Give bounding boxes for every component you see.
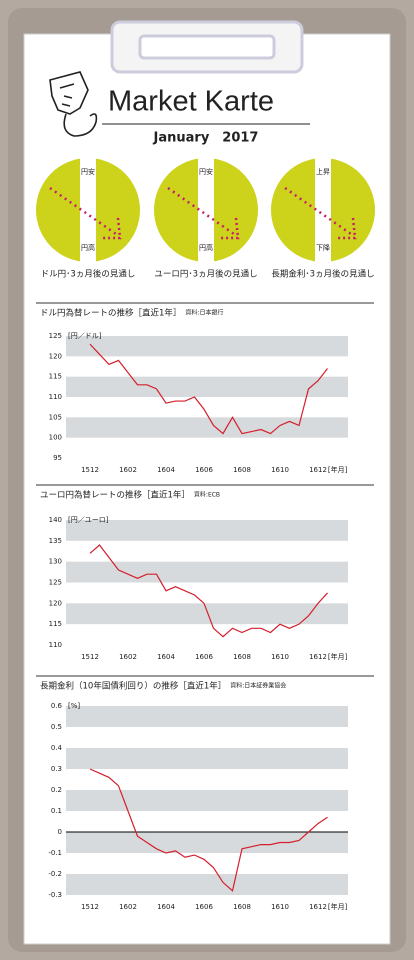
x-tick-label: 1610 bbox=[271, 653, 289, 661]
x-tick-label: 1606 bbox=[195, 903, 213, 911]
x-tick-label: 1602 bbox=[119, 653, 137, 661]
y-tick-label: -0.3 bbox=[48, 891, 62, 899]
y-tick-label: 120 bbox=[49, 352, 62, 360]
dial-caption: 長期金利･3ヵ月後の見通し bbox=[271, 269, 374, 280]
x-tick-label: 1612 bbox=[309, 466, 327, 474]
x-tick-label: 1512 bbox=[81, 653, 99, 661]
charts: ドル円為替レートの推移［直近1年］ 資料:日本銀行 125 120 115 110 105 1… bbox=[36, 302, 374, 911]
y-tick-label: -0.1 bbox=[48, 849, 62, 857]
x-tick-label: 1512 bbox=[81, 466, 99, 474]
dial-bottom: 円高 bbox=[199, 243, 213, 252]
dials: 円安円高ドル円･3ヵ月後の見通し円安円高ユーロ円･3ヵ月後の見通し上昇下降長期金… bbox=[36, 158, 375, 280]
dial-top: 円安 bbox=[199, 167, 213, 176]
dial-caption: ユーロ円･3ヵ月後の見通し bbox=[154, 269, 257, 280]
grid-band bbox=[66, 874, 348, 895]
x-tick-label: 1602 bbox=[119, 466, 137, 474]
x-tick-label: 1604 bbox=[157, 653, 175, 661]
y-tick-label: 95 bbox=[53, 454, 62, 462]
dial-band bbox=[315, 158, 331, 262]
grid-band bbox=[66, 790, 348, 811]
date: January 2017 bbox=[153, 131, 259, 146]
x-unit: [年月] bbox=[328, 902, 348, 911]
y-tick-label: -0.2 bbox=[48, 870, 62, 878]
x-unit: [年月] bbox=[328, 652, 348, 661]
y-tick-label: 105 bbox=[49, 413, 62, 421]
logo bbox=[49, 71, 98, 137]
y-unit: [%] bbox=[68, 702, 80, 710]
y-tick-label: 125 bbox=[49, 332, 62, 340]
dial-arrow bbox=[284, 186, 352, 236]
grid-band bbox=[66, 417, 348, 438]
x-tick-label: 1612 bbox=[309, 903, 327, 911]
y-tick-label: 0.1 bbox=[51, 807, 62, 815]
x-tick-label: 1610 bbox=[271, 903, 289, 911]
y-tick-label: 100 bbox=[49, 434, 62, 442]
chart-source: 資料:日本銀行 bbox=[185, 309, 223, 317]
x-tick-label: 1608 bbox=[233, 903, 251, 911]
y-tick-label: 130 bbox=[49, 558, 62, 566]
title: Market Karte bbox=[108, 86, 274, 118]
x-tick-label: 1608 bbox=[233, 466, 251, 474]
dial-arrow bbox=[49, 186, 117, 236]
grid-band bbox=[66, 832, 348, 853]
y-tick-label: 115 bbox=[49, 620, 62, 628]
dial-arrow-head bbox=[220, 217, 240, 240]
dial-arrow-head bbox=[337, 217, 357, 240]
y-tick-label: 110 bbox=[49, 641, 62, 649]
x-tick-label: 1604 bbox=[157, 903, 175, 911]
y-tick-label: 140 bbox=[49, 516, 62, 524]
chart-title: ユーロ円為替レートの推移［直近1年］ bbox=[40, 490, 190, 501]
line-series bbox=[89, 768, 328, 892]
dial-caption: ドル円･3ヵ月後の見通し bbox=[41, 269, 136, 280]
grid-band bbox=[66, 748, 348, 769]
grid-band bbox=[66, 603, 348, 625]
y-unit: [円／ユーロ] bbox=[68, 516, 109, 524]
chart-source: 資料:ECB bbox=[194, 491, 220, 499]
y-tick-label: 0.2 bbox=[51, 786, 62, 794]
dial-top: 円安 bbox=[81, 167, 95, 176]
dial-bottom: 円高 bbox=[81, 243, 95, 252]
grid-band bbox=[66, 561, 348, 583]
x-tick-label: 1612 bbox=[309, 653, 327, 661]
y-tick-label: 110 bbox=[49, 393, 62, 401]
dial-top: 上昇 bbox=[316, 167, 330, 176]
y-tick-label: 115 bbox=[49, 373, 62, 381]
dial-band bbox=[198, 158, 214, 262]
y-tick-label: 0.4 bbox=[51, 744, 63, 752]
y-unit: [円／ドル] bbox=[68, 332, 102, 340]
dial-arrow bbox=[167, 186, 235, 236]
chart-title: 長期金利（10年国債利回り）の推移［直近1年］ bbox=[40, 681, 226, 692]
x-tick-label: 1610 bbox=[271, 466, 289, 474]
grid-band bbox=[66, 520, 348, 541]
y-tick-label: 0.6 bbox=[51, 702, 63, 710]
x-tick-label: 1512 bbox=[81, 903, 99, 911]
x-tick-label: 1606 bbox=[195, 466, 213, 474]
chart-title: ドル円為替レートの推移［直近1年］ bbox=[40, 308, 181, 319]
dial-arrow-head bbox=[102, 217, 122, 240]
y-tick-label: 120 bbox=[49, 599, 62, 607]
grid-band bbox=[66, 706, 348, 727]
clip-hole bbox=[138, 34, 276, 60]
x-tick-label: 1608 bbox=[233, 653, 251, 661]
x-tick-label: 1602 bbox=[119, 903, 137, 911]
y-tick-label: 0.5 bbox=[51, 723, 62, 731]
y-tick-label: 135 bbox=[49, 537, 62, 545]
dial-bottom: 下降 bbox=[316, 243, 330, 252]
y-tick-label: 0 bbox=[58, 828, 62, 836]
dial-band bbox=[80, 158, 96, 262]
x-tick-label: 1606 bbox=[195, 653, 213, 661]
line-series bbox=[89, 343, 328, 435]
line-series bbox=[89, 544, 328, 638]
grid-band bbox=[66, 376, 348, 397]
x-unit: [年月] bbox=[328, 465, 348, 474]
grid-band bbox=[66, 336, 348, 357]
chart-source: 資料:日本証券業協会 bbox=[230, 682, 286, 690]
x-tick-label: 1604 bbox=[157, 466, 175, 474]
y-tick-label: 0.3 bbox=[51, 765, 62, 773]
y-tick-label: 125 bbox=[49, 579, 62, 587]
